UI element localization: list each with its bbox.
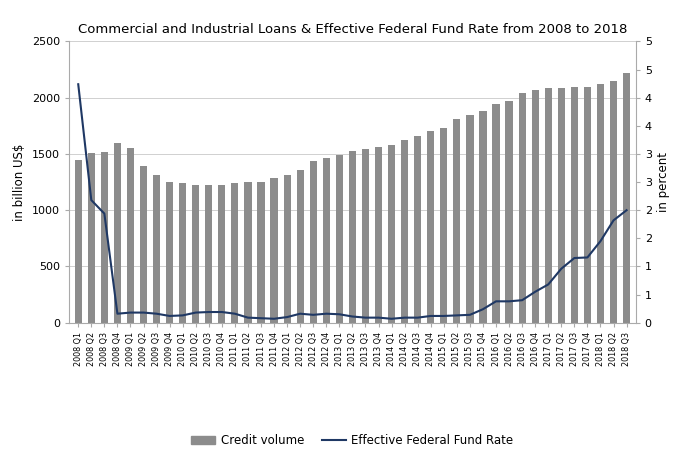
Bar bbox=[349, 151, 356, 323]
Bar bbox=[584, 87, 591, 323]
Bar bbox=[336, 155, 343, 323]
Bar bbox=[88, 153, 95, 323]
Bar bbox=[323, 158, 330, 323]
Bar bbox=[296, 170, 304, 323]
Bar bbox=[75, 160, 82, 323]
Bar bbox=[270, 177, 278, 323]
Bar bbox=[531, 90, 539, 323]
Bar bbox=[258, 182, 265, 323]
Bar bbox=[493, 105, 500, 323]
Bar bbox=[179, 183, 187, 323]
Bar bbox=[427, 131, 435, 323]
Bar bbox=[466, 115, 473, 323]
Bar bbox=[571, 87, 578, 323]
Bar bbox=[480, 111, 486, 323]
Bar bbox=[401, 141, 408, 323]
Bar bbox=[545, 88, 552, 323]
Bar bbox=[558, 88, 565, 323]
Bar bbox=[414, 136, 422, 323]
Bar bbox=[245, 182, 252, 323]
Bar bbox=[140, 166, 147, 323]
Bar bbox=[623, 73, 630, 323]
Y-axis label: in percent: in percent bbox=[657, 152, 670, 212]
Bar bbox=[597, 84, 604, 323]
Bar bbox=[192, 185, 199, 323]
Bar bbox=[101, 152, 108, 323]
Bar bbox=[388, 145, 395, 323]
Bar bbox=[205, 185, 212, 323]
Bar bbox=[218, 185, 225, 323]
Bar bbox=[231, 183, 238, 323]
Bar bbox=[153, 175, 160, 323]
Bar bbox=[166, 182, 173, 323]
Title: Commercial and Industrial Loans & Effective Federal Fund Rate from 2008 to 2018: Commercial and Industrial Loans & Effect… bbox=[77, 23, 627, 36]
Bar bbox=[506, 101, 513, 323]
Bar bbox=[375, 147, 382, 323]
Bar bbox=[610, 82, 617, 323]
Bar bbox=[310, 161, 317, 323]
Bar bbox=[362, 149, 369, 323]
Bar bbox=[453, 119, 460, 323]
Y-axis label: in billion US$: in billion US$ bbox=[13, 143, 26, 221]
Bar bbox=[114, 143, 121, 323]
Bar bbox=[440, 128, 447, 323]
Legend: Credit volume, Effective Federal Fund Rate: Credit volume, Effective Federal Fund Ra… bbox=[187, 429, 518, 452]
Bar bbox=[518, 93, 526, 323]
Bar bbox=[127, 148, 134, 323]
Bar bbox=[283, 175, 291, 323]
